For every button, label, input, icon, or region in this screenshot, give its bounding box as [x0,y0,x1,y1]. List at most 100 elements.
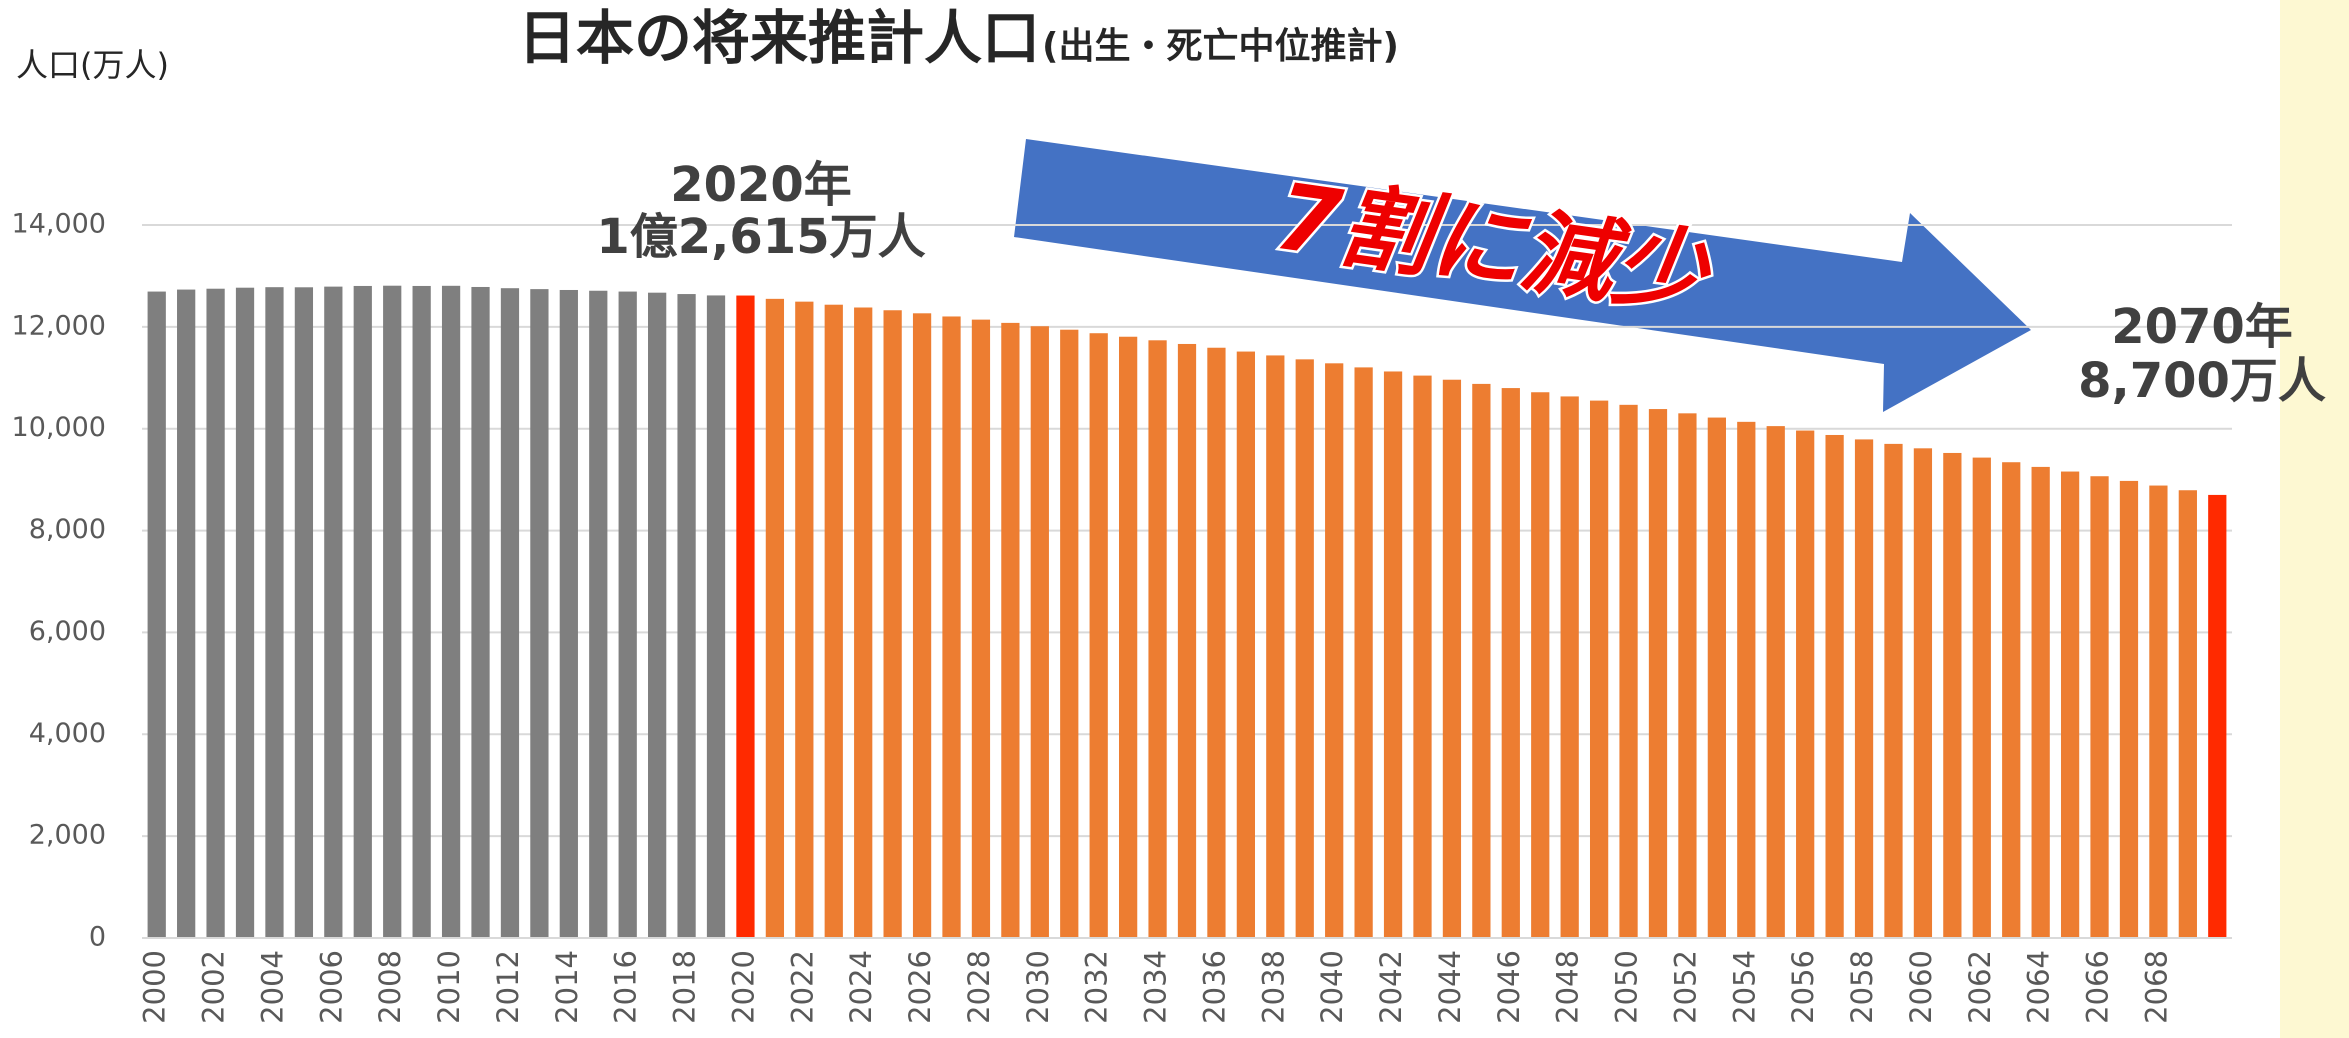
bar [294,287,314,938]
annotation: 2020年 [670,157,852,213]
bar [1560,396,1579,939]
x-tick-label: 2022 [785,950,819,1024]
bar [1707,417,1726,939]
x-tick-label: 2066 [2081,950,2115,1024]
y-tick-label: 0 [89,922,106,953]
bar [530,289,549,938]
x-tick-label: 2026 [903,950,937,1024]
bar [177,289,196,939]
x-tick-label: 2028 [962,950,996,1024]
bar [500,288,520,938]
x-tick-label: 2008 [373,950,407,1024]
bar [1913,448,1933,938]
annotation: 8,700万人 [2078,353,2326,409]
bar [2060,471,2080,938]
bar [206,288,225,938]
bar [1177,343,1197,939]
y-tick-label: 14,000 [12,209,106,240]
bar [1531,392,1550,939]
x-tick-label: 2042 [1374,950,1408,1024]
x-tick-label: 2034 [1139,950,1173,1024]
bar [677,294,696,938]
bar [265,287,284,938]
bar [1766,426,1785,938]
bar [2031,466,2050,938]
bar [1648,409,1668,938]
bar [147,291,166,939]
bar [912,313,932,938]
x-tick-label: 2016 [609,950,643,1024]
x-tick-label: 2046 [1492,950,1526,1024]
chart-title: 日本の将来推計人口 [518,4,1040,72]
bar [2208,494,2227,938]
bar [1501,388,1520,939]
bar [1796,430,1815,938]
bar [1148,340,1167,939]
bar [1266,355,1285,938]
x-tick-label: 2024 [844,950,878,1024]
bar [441,285,461,938]
bar [1589,400,1609,939]
x-tick-label: 2050 [1610,950,1644,1024]
bar [1295,359,1314,938]
bar [353,285,372,938]
x-tick-label: 2056 [1786,950,1820,1024]
x-tick-label: 2052 [1668,950,1702,1024]
y-tick-label: 8,000 [29,514,106,545]
x-tick-label: 2048 [1551,950,1585,1024]
bar [854,307,873,938]
bar [1884,443,1903,938]
bar [824,304,843,938]
x-tick-label: 2000 [138,950,172,1024]
bar [2119,480,2139,938]
y-tick-label: 6,000 [29,616,106,647]
bar [765,298,785,938]
chart-subtitle: (出生・死亡中位推計) [1042,26,1399,67]
bar [1972,457,1991,938]
bar [1413,375,1432,938]
bar [1825,434,1844,938]
bar [1472,383,1491,938]
y-tick-label: 4,000 [29,718,106,749]
bar [1943,452,1962,938]
annotation: 2070年 [2111,299,2293,355]
bar [1442,379,1462,938]
x-tick-label: 2012 [491,950,525,1024]
x-tick-label: 2030 [1021,950,1055,1024]
x-tick-label: 2044 [1433,950,1467,1024]
bar [1207,347,1226,938]
bar [589,290,608,938]
x-tick-label: 2054 [1727,950,1761,1024]
bar [618,291,637,939]
bar [2002,462,2021,938]
bar [2178,490,2197,938]
x-tick-label: 2010 [432,950,466,1024]
x-tick-label: 2036 [1197,950,1231,1024]
bar [2090,476,2109,938]
bar [1001,322,1020,938]
x-tick-label: 2062 [1963,950,1997,1024]
bar [1060,329,1079,939]
x-tick-label: 2060 [1904,950,1938,1024]
x-tick-label: 2040 [1315,950,1349,1024]
bar [1325,363,1344,938]
bar [971,319,991,939]
x-tick-label: 2006 [314,950,348,1024]
bar [412,285,431,938]
y-tick-label: 2,000 [29,820,106,851]
y-tick-label: 10,000 [12,412,106,443]
x-tick-label: 2014 [550,950,584,1024]
bar [471,286,490,938]
bar [795,301,814,939]
x-tick-label: 2002 [197,950,231,1024]
x-tick-label: 2032 [1080,950,1114,1024]
x-tick-label: 2018 [668,950,702,1024]
bar [559,289,578,938]
bar [1030,326,1049,939]
bar [1089,333,1108,938]
x-tick-label: 2068 [2139,950,2173,1024]
bar [2149,485,2168,938]
bar [1854,439,1874,938]
bar [883,310,902,939]
